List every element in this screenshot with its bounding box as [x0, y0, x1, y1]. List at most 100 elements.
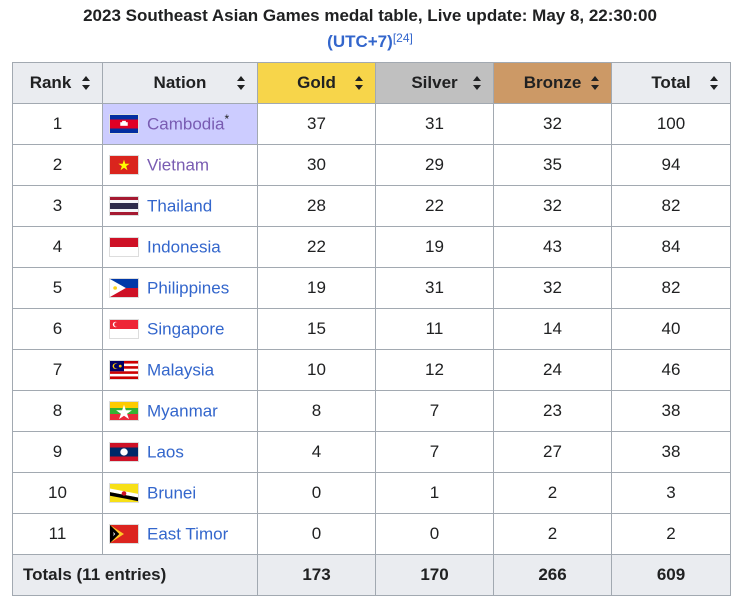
nation-cell: Thailand [102, 185, 258, 227]
cambodia-flag-icon [109, 114, 139, 135]
silver-cell: 22 [375, 185, 494, 227]
nation-cell: Laos [102, 431, 258, 473]
philippines-flag-icon [109, 278, 139, 299]
rank-cell: 5 [12, 267, 103, 309]
thailand-flag-icon [109, 196, 139, 217]
nation-cell: Singapore [102, 308, 258, 350]
total-cell: 46 [611, 349, 731, 391]
gold-cell: 30 [257, 144, 376, 186]
gold-cell: 0 [257, 472, 376, 514]
silver-total-cell: 170 [375, 554, 494, 596]
gold-header[interactable]: Gold [257, 62, 376, 104]
total-cell: 40 [611, 308, 731, 350]
bronze-header[interactable]: Bronze [493, 62, 612, 104]
totals-label: Totals (11 entries) [12, 554, 258, 596]
gold-cell: 0 [257, 513, 376, 555]
sort-icon [473, 76, 481, 90]
total-header[interactable]: Total [611, 62, 731, 104]
bronze-cell: 32 [493, 267, 612, 309]
nation-cell: Brunei [102, 472, 258, 514]
gold-cell: 8 [257, 390, 376, 432]
total-cell: 84 [611, 226, 731, 268]
rank-cell: 8 [12, 390, 103, 432]
nation-link[interactable]: Cambodia [147, 114, 225, 134]
silver-cell: 31 [375, 267, 494, 309]
malaysia-flag-icon [109, 360, 139, 381]
nation-link[interactable]: Malaysia [147, 360, 215, 380]
nation-link[interactable]: Myanmar [147, 401, 218, 421]
total-cell: 38 [611, 431, 731, 473]
table-row: 5 Philippines 19 31 32 82 [12, 267, 731, 309]
bronze-cell: 43 [493, 226, 612, 268]
nation-link[interactable]: Indonesia [147, 237, 221, 257]
rank-cell: 2 [12, 144, 103, 186]
sort-icon [237, 76, 245, 90]
indonesia-flag-icon [109, 237, 139, 258]
totals-row: Totals (11 entries) 173 170 266 609 [12, 554, 731, 596]
nation-link[interactable]: Thailand [147, 196, 213, 216]
rank-cell: 7 [12, 349, 103, 391]
total-cell: 100 [611, 103, 731, 145]
table-row: 10 Brunei 0 1 2 3 [12, 472, 731, 514]
gold-cell: 28 [257, 185, 376, 227]
rank-cell: 11 [12, 513, 103, 555]
gold-cell: 22 [257, 226, 376, 268]
header-row: Rank Nation Gold Silver Bronze Total [12, 62, 731, 104]
silver-cell: 0 [375, 513, 494, 555]
nation-link[interactable]: Philippines [147, 278, 230, 298]
nation-cell: Malaysia [102, 349, 258, 391]
utc-link[interactable]: (UTC+7) [327, 32, 393, 51]
nation-link[interactable]: Brunei [147, 483, 197, 503]
gold-cell: 15 [257, 308, 376, 350]
east-timor-flag-icon [109, 524, 139, 545]
silver-cell: 12 [375, 349, 494, 391]
grand-total-cell: 609 [611, 554, 731, 596]
bronze-cell: 23 [493, 390, 612, 432]
total-cell: 38 [611, 390, 731, 432]
total-cell: 3 [611, 472, 731, 514]
nation-link[interactable]: Laos [147, 442, 184, 462]
bronze-cell: 14 [493, 308, 612, 350]
rank-cell: 9 [12, 431, 103, 473]
nation-cell: Cambodia* [102, 103, 258, 145]
table-caption: 2023 Southeast Asian Games medal table, … [0, 0, 740, 55]
nation-link[interactable]: East Timor [147, 524, 229, 544]
silver-cell: 29 [375, 144, 494, 186]
nation-header[interactable]: Nation [102, 62, 258, 104]
bronze-cell: 27 [493, 431, 612, 473]
vietnam-flag-icon [109, 155, 139, 176]
rank-header[interactable]: Rank [12, 62, 103, 104]
rank-cell: 1 [12, 103, 103, 145]
table-row: 8 Myanmar 8 7 23 38 [12, 390, 731, 432]
nation-link[interactable]: Vietnam [147, 155, 210, 175]
nation-link[interactable]: Singapore [147, 319, 225, 339]
total-cell: 82 [611, 185, 731, 227]
bronze-total-cell: 266 [493, 554, 612, 596]
myanmar-flag-icon [109, 401, 139, 422]
sort-icon [710, 76, 718, 90]
laos-flag-icon [109, 442, 139, 463]
nation-cell: Vietnam [102, 144, 258, 186]
silver-header[interactable]: Silver [375, 62, 494, 104]
brunei-flag-icon [109, 483, 139, 504]
silver-cell: 7 [375, 390, 494, 432]
gold-cell: 19 [257, 267, 376, 309]
silver-cell: 11 [375, 308, 494, 350]
table-row: 6 Singapore 15 11 14 40 [12, 308, 731, 350]
gold-cell: 10 [257, 349, 376, 391]
table-row: 4 Indonesia 22 19 43 84 [12, 226, 731, 268]
bronze-cell: 32 [493, 103, 612, 145]
host-marker: * [224, 111, 230, 126]
total-cell: 2 [611, 513, 731, 555]
bronze-cell: 2 [493, 513, 612, 555]
table-row: 9 Laos 4 7 27 38 [12, 431, 731, 473]
reference-link[interactable]: [24] [392, 31, 413, 45]
rank-cell: 10 [12, 472, 103, 514]
table-row: 1 Cambodia* 37 31 32 100 [12, 103, 731, 145]
rank-cell: 4 [12, 226, 103, 268]
table-row: 7 Malaysia 10 12 24 46 [12, 349, 731, 391]
rank-cell: 6 [12, 308, 103, 350]
sort-icon [355, 76, 363, 90]
sort-icon [591, 76, 599, 90]
silver-cell: 7 [375, 431, 494, 473]
